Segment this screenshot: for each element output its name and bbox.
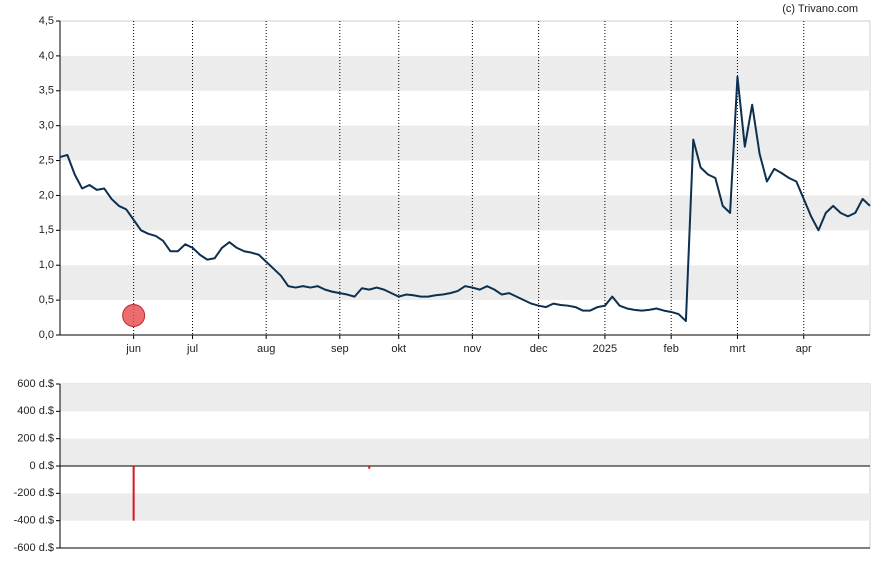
grid-band [60, 195, 870, 231]
y-tick-label: 400 d.$ [17, 405, 54, 417]
grid-band [60, 493, 870, 521]
x-tick-label: nov [463, 343, 481, 355]
y-tick-label: -600 d.$ [14, 542, 54, 554]
credit: (c) Trivano.com [782, 3, 858, 15]
x-tick-label: okt [391, 343, 406, 355]
x-tick-label: apr [796, 343, 812, 355]
x-tick-label: aug [257, 343, 275, 355]
grid-band [60, 55, 870, 91]
y-tick-label: 1,5 [39, 224, 54, 236]
y-tick-label: 200 d.$ [17, 433, 54, 445]
x-tick-label: feb [664, 343, 679, 355]
bar [368, 466, 371, 469]
x-tick-label: jul [186, 343, 198, 355]
bar [132, 466, 135, 521]
grid-band [60, 265, 870, 301]
y-tick-label: 0 d.$ [30, 460, 54, 472]
event-marker [122, 303, 146, 327]
price-line [59, 75, 871, 323]
y-tick-label: 2,0 [39, 189, 54, 201]
y-tick-label: 4,0 [39, 50, 54, 62]
y-tick-label: 0,5 [39, 294, 54, 306]
x-tick-label: mrt [730, 343, 746, 355]
y-tick-label: 1,0 [39, 259, 54, 271]
grid-band [60, 384, 870, 412]
y-tick-label: 2,5 [39, 154, 54, 166]
x-tick-label: jun [125, 343, 141, 355]
x-tick-label: 2025 [593, 343, 617, 355]
y-tick-label: 0,0 [39, 329, 54, 341]
y-tick-label: -400 d.$ [14, 515, 54, 527]
y-tick-label: 600 d.$ [17, 378, 54, 390]
y-tick-label: -200 d.$ [14, 487, 54, 499]
grid-band [60, 438, 870, 466]
x-tick-label: sep [331, 343, 349, 355]
y-tick-label: 3,0 [39, 120, 54, 132]
y-tick-label: 4,5 [39, 15, 54, 27]
x-tick-label: dec [530, 343, 548, 355]
y-tick-label: 3,5 [39, 85, 54, 97]
